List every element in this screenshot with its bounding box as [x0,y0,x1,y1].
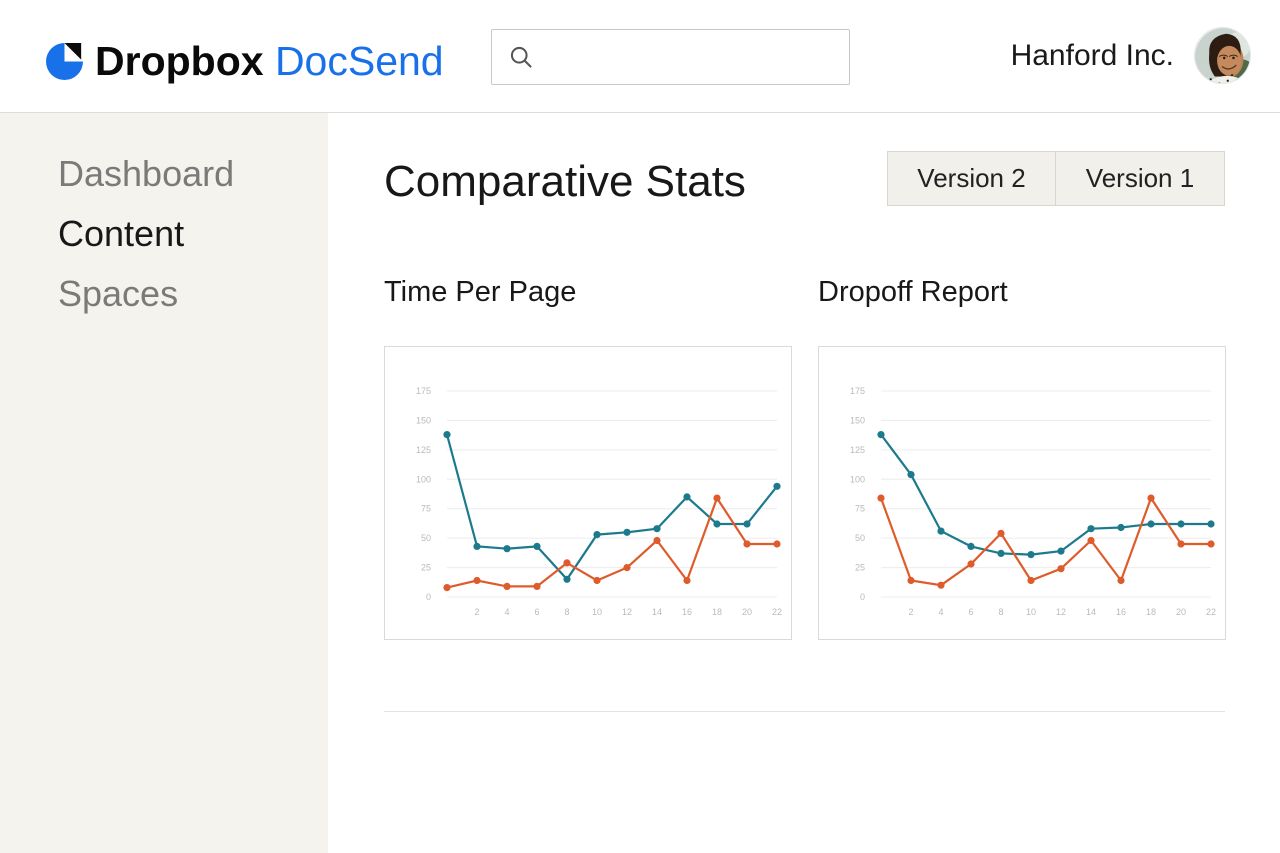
svg-text:8: 8 [564,607,569,617]
svg-text:22: 22 [772,607,782,617]
svg-text:2: 2 [474,607,479,617]
svg-text:125: 125 [850,445,865,455]
svg-text:150: 150 [416,415,431,425]
svg-text:14: 14 [652,607,662,617]
svg-text:50: 50 [421,533,431,543]
svg-text:16: 16 [682,607,692,617]
svg-text:6: 6 [534,607,539,617]
svg-text:150: 150 [850,415,865,425]
svg-text:100: 100 [416,474,431,484]
svg-text:20: 20 [742,607,752,617]
svg-text:0: 0 [426,592,431,602]
svg-text:10: 10 [592,607,602,617]
svg-text:22: 22 [1206,607,1216,617]
svg-text:18: 18 [1146,607,1156,617]
svg-text:16: 16 [1116,607,1126,617]
svg-text:25: 25 [855,563,865,573]
svg-text:12: 12 [1056,607,1066,617]
svg-text:8: 8 [998,607,1003,617]
svg-text:100: 100 [850,474,865,484]
svg-text:10: 10 [1026,607,1036,617]
svg-text:175: 175 [416,386,431,396]
svg-text:4: 4 [938,607,943,617]
svg-text:4: 4 [504,607,509,617]
svg-text:20: 20 [1176,607,1186,617]
svg-text:75: 75 [421,504,431,514]
svg-text:25: 25 [421,563,431,573]
svg-text:0: 0 [860,592,865,602]
svg-text:2: 2 [908,607,913,617]
svg-text:75: 75 [855,504,865,514]
svg-text:14: 14 [1086,607,1096,617]
svg-text:18: 18 [712,607,722,617]
svg-text:125: 125 [416,445,431,455]
svg-text:50: 50 [855,533,865,543]
svg-text:175: 175 [850,386,865,396]
svg-text:6: 6 [968,607,973,617]
svg-text:12: 12 [622,607,632,617]
